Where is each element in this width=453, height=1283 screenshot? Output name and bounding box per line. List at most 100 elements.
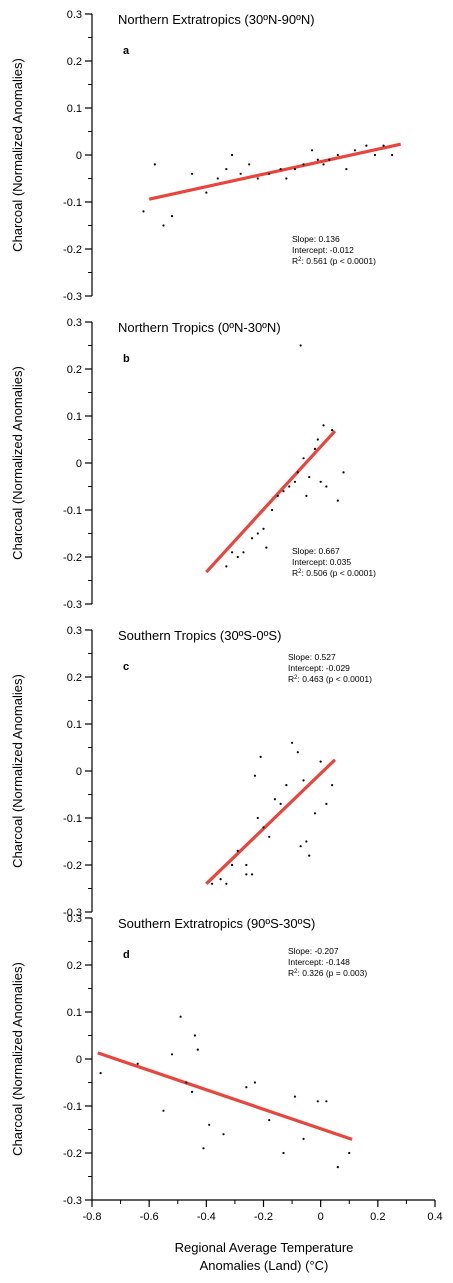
y-tick-label: -0.2 <box>63 1148 82 1160</box>
data-point <box>279 168 282 171</box>
data-point <box>190 172 194 175</box>
data-point <box>331 429 334 432</box>
y-axis-label: Charcoal (Normalized Anomalies) <box>10 366 25 560</box>
data-point <box>373 153 377 157</box>
y-tick-label: 0 <box>76 150 82 162</box>
x-tick-label: 0.4 <box>427 1211 442 1223</box>
data-point <box>250 537 254 540</box>
data-point <box>162 224 165 227</box>
data-point <box>268 172 271 175</box>
data-point <box>322 163 325 166</box>
panel-letter: c <box>123 661 129 673</box>
data-point <box>296 471 299 474</box>
data-point <box>322 424 325 427</box>
x-tick-label: -0.2 <box>254 1211 273 1223</box>
y-tick-label: -0.1 <box>63 197 82 209</box>
y-tick-label: -0.3 <box>63 291 82 303</box>
y-tick-label: -0.2 <box>63 244 82 256</box>
data-point <box>328 158 331 161</box>
regression-line <box>97 1051 353 1141</box>
data-point <box>319 480 322 483</box>
x-tick-label: -0.4 <box>197 1211 216 1223</box>
data-point <box>382 144 385 147</box>
data-point <box>336 1166 339 1169</box>
data-point <box>142 210 145 213</box>
data-point <box>342 471 345 474</box>
data-point <box>245 863 248 867</box>
panel-title: Southern Extratropics (90ºS-30ºS) <box>118 916 315 931</box>
data-point <box>305 840 308 843</box>
panel-title: Northern Tropics (0ºN-30ºN) <box>118 320 281 335</box>
data-point <box>256 816 259 820</box>
data-point <box>225 882 228 885</box>
data-point <box>179 1015 182 1018</box>
data-point <box>270 508 274 512</box>
y-tick-label: 0.3 <box>67 625 82 637</box>
y-tick-label: 0.3 <box>67 913 82 925</box>
slope-label: Slope: 0.667 <box>292 546 340 556</box>
data-point <box>185 1081 188 1084</box>
data-point <box>256 532 259 535</box>
r-squared-label: R2: 0.463 (p < 0.0001) <box>288 674 372 684</box>
data-point <box>276 494 279 497</box>
x-tick-label: -0.6 <box>140 1211 159 1223</box>
data-point <box>170 1053 174 1056</box>
regression-line <box>205 758 337 885</box>
y-tick-label: -0.3 <box>63 1195 82 1207</box>
data-point <box>319 760 322 763</box>
y-tick-label: 0 <box>76 458 82 470</box>
data-point <box>245 1086 248 1089</box>
data-point <box>296 751 299 754</box>
y-tick-label: 0.2 <box>67 364 82 376</box>
y-tick-label: -0.2 <box>63 552 82 564</box>
y-tick-label: -0.1 <box>63 1101 82 1113</box>
data-point <box>302 779 305 782</box>
data-point <box>293 480 297 483</box>
data-point <box>325 1100 328 1103</box>
intercept-label: Intercept: -0.148 <box>288 957 350 967</box>
panel-a: 0.3 0.2 0.1 0 -0.1 -0.2 -0.3 Charcoal (Normaliz… <box>10 9 402 303</box>
data-point <box>316 158 319 161</box>
x-axis-label-line1: Regional Average Temperature <box>175 1240 354 1255</box>
data-point <box>216 177 219 180</box>
data-point <box>219 878 222 881</box>
y-tick-label: -0.1 <box>63 813 82 825</box>
y-tick-label: 0.1 <box>67 411 82 423</box>
data-point <box>313 812 317 815</box>
data-point <box>196 1048 199 1051</box>
data-point <box>248 163 251 166</box>
intercept-label: Intercept: -0.012 <box>292 245 354 255</box>
y-axis-label: Charcoal (Normalized Anomalies) <box>10 58 25 252</box>
x-tick-label: 0.2 <box>370 1211 385 1223</box>
y-tick-label: 0.1 <box>67 719 82 731</box>
data-point <box>253 774 257 777</box>
data-point <box>268 835 271 838</box>
data-point <box>336 499 339 502</box>
data-point <box>282 1151 285 1155</box>
data-point <box>331 784 334 787</box>
data-point <box>170 215 174 218</box>
data-point <box>153 163 156 166</box>
data-point <box>208 1123 211 1126</box>
y-tick-label: -0.3 <box>63 907 82 919</box>
panel-letter: a <box>123 45 130 57</box>
regression-line <box>205 429 337 574</box>
data-point <box>99 1072 102 1075</box>
y-tick-label: 0 <box>76 766 82 778</box>
data-point <box>282 490 285 493</box>
data-point <box>353 149 357 152</box>
data-point <box>242 551 245 554</box>
data-point <box>316 1100 319 1103</box>
data-point <box>239 172 242 175</box>
data-point <box>299 845 302 848</box>
data-point <box>302 457 305 460</box>
panel-c: 0.3 0.2 0.1 0 -0.1 -0.2 -0.3 Charcoal (Normaliz… <box>10 625 372 919</box>
data-point <box>259 755 262 759</box>
data-point <box>253 1081 257 1084</box>
slope-label: Slope: -0.207 <box>288 946 339 956</box>
data-point <box>391 153 394 157</box>
regression-line <box>148 142 402 201</box>
data-point <box>336 153 339 157</box>
data-point <box>162 1109 165 1112</box>
